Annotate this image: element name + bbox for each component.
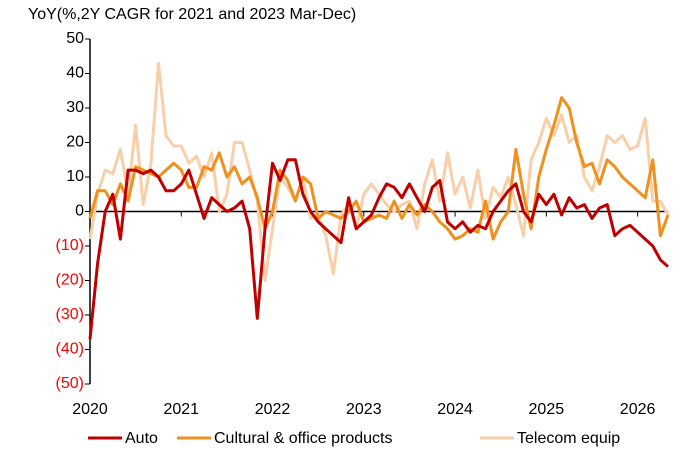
x-tick-label: 2025 (529, 401, 565, 418)
y-tick-label: 30 (66, 99, 84, 116)
series-line (88, 61, 670, 282)
x-tick-label: 2022 (255, 401, 291, 418)
y-tick-label: (20) (56, 272, 84, 289)
x-tick-label: 2024 (437, 401, 473, 418)
y-tick-label: 0 (75, 203, 84, 220)
y-tick-label: (30) (56, 306, 84, 323)
y-tick-label: (10) (56, 237, 84, 254)
y-tick-label: 40 (66, 65, 84, 82)
legend-label: Auto (125, 430, 158, 447)
series-line (88, 158, 670, 340)
x-tick-label: 2020 (72, 401, 108, 418)
legend-label: Telecom equip (517, 430, 620, 447)
y-tick-label: 20 (66, 134, 84, 151)
x-tick-label: 2021 (163, 401, 199, 418)
x-tick-label: 2026 (620, 401, 656, 418)
series-line (88, 96, 670, 241)
y-tick-label: 10 (66, 168, 84, 185)
x-tick-label: 2023 (346, 401, 382, 418)
y-tick-label: (50) (56, 375, 84, 392)
legend-label: Cultural & office products (214, 430, 392, 447)
chart-title: YoY(%,2Y CAGR for 2021 and 2023 Mar-Dec) (28, 6, 356, 23)
y-tick-label: 50 (66, 30, 84, 47)
y-tick-label: (40) (56, 341, 84, 358)
